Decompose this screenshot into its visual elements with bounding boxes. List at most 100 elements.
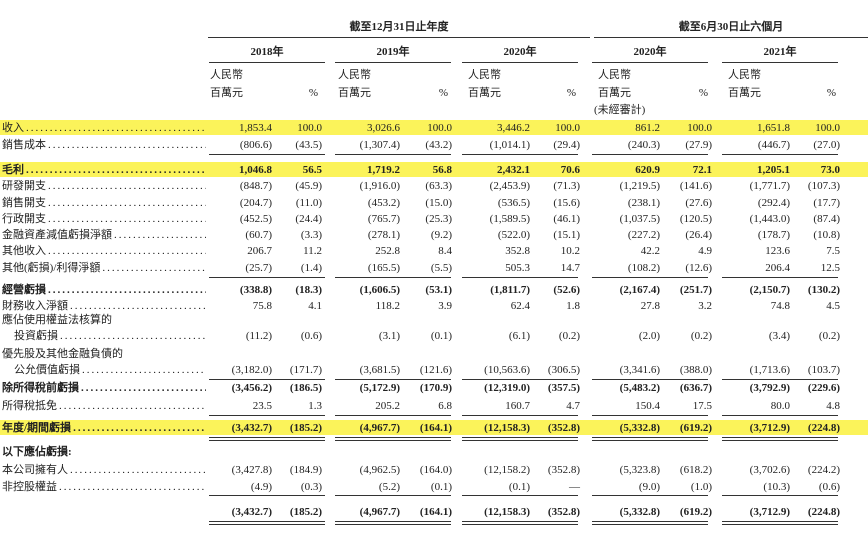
currency-label: 百萬元 bbox=[210, 87, 243, 99]
leader-dots bbox=[102, 261, 206, 275]
percent-value: (43.5) bbox=[295, 139, 322, 151]
group-header: 截至6月30日止六個月 bbox=[678, 21, 784, 33]
percent-value: 14.7 bbox=[560, 262, 580, 274]
percent-value: (352.8) bbox=[547, 506, 580, 518]
amount-value: (4,967.7) bbox=[359, 422, 400, 434]
percent-value: 100.0 bbox=[297, 122, 322, 134]
rule bbox=[462, 437, 578, 438]
percent-value: — bbox=[569, 481, 580, 493]
rule bbox=[209, 62, 325, 63]
percent-value: (63.3) bbox=[425, 180, 452, 192]
percent-value: (130.2) bbox=[807, 284, 840, 296]
amount-value: (1,713.6) bbox=[749, 364, 790, 376]
rule bbox=[722, 437, 838, 438]
percent-value: 56.5 bbox=[302, 164, 322, 176]
percent-value: (224.8) bbox=[807, 506, 840, 518]
leader-dots bbox=[48, 138, 206, 152]
rule bbox=[592, 495, 708, 496]
amount-value: (3.4) bbox=[768, 330, 790, 342]
amount-value: (3,712.9) bbox=[749, 422, 790, 434]
amount-value: (522.0) bbox=[497, 229, 530, 241]
amount-value: (1,589.5) bbox=[489, 213, 530, 225]
leader-dots bbox=[48, 244, 206, 258]
amount-value: (227.2) bbox=[627, 229, 660, 241]
leader-dots bbox=[82, 363, 206, 377]
amount-value: 2,432.1 bbox=[497, 164, 530, 176]
rule bbox=[592, 437, 708, 438]
amount-value: (5,172.9) bbox=[359, 382, 400, 394]
percent-value: (0.2) bbox=[558, 330, 580, 342]
percent-value: (0.1) bbox=[430, 330, 452, 342]
percent-value: (306.5) bbox=[547, 364, 580, 376]
percent-value: 10.2 bbox=[560, 245, 580, 257]
amount-value: 160.7 bbox=[505, 400, 530, 412]
rule bbox=[462, 154, 578, 155]
percent-value: 4.5 bbox=[826, 300, 840, 312]
percent-value: (12.6) bbox=[685, 262, 712, 274]
rule bbox=[722, 277, 838, 278]
percent-value: (618.2) bbox=[679, 464, 712, 476]
label-text: 所得稅抵免 bbox=[2, 400, 57, 412]
highlight bbox=[0, 420, 868, 435]
rule bbox=[722, 521, 838, 522]
rule bbox=[462, 524, 578, 525]
currency-label: 百萬元 bbox=[598, 87, 631, 99]
percent-value: (141.6) bbox=[679, 180, 712, 192]
amount-value: (12,158.2) bbox=[484, 464, 530, 476]
percent-value: (185.2) bbox=[289, 422, 322, 434]
rule bbox=[722, 154, 838, 155]
row-label: 金融資產減值虧損淨額 bbox=[2, 228, 206, 242]
amount-value: (108.2) bbox=[627, 262, 660, 274]
percent-value: 3.2 bbox=[698, 300, 712, 312]
percent-value: (87.4) bbox=[813, 213, 840, 225]
label-text: 研發開支 bbox=[2, 180, 46, 192]
rule bbox=[209, 521, 325, 522]
leader-dots bbox=[48, 179, 206, 193]
percent-value: 72.1 bbox=[692, 164, 712, 176]
amount-value: (453.2) bbox=[367, 197, 400, 209]
rule bbox=[594, 37, 868, 38]
currency-label: 百萬元 bbox=[728, 87, 761, 99]
rule bbox=[722, 524, 838, 525]
rule bbox=[209, 277, 325, 278]
percent-value: (29.4) bbox=[553, 139, 580, 151]
row-label: 優先股及其他金融負債的 bbox=[2, 347, 206, 361]
percent-value: (0.1) bbox=[430, 481, 452, 493]
percent-value: 100.0 bbox=[427, 122, 452, 134]
rule bbox=[209, 440, 325, 441]
row-label: 其他(虧損)/利得淨額 bbox=[2, 261, 206, 275]
row-label: 經營虧損 bbox=[2, 283, 206, 297]
percent-value: (0.2) bbox=[690, 330, 712, 342]
percent-value: (0.6) bbox=[818, 481, 840, 493]
currency-label: 人民幣 bbox=[598, 69, 631, 81]
amount-value: 1,205.1 bbox=[757, 164, 790, 176]
percent-value: (352.8) bbox=[547, 464, 580, 476]
row-label: 毛利 bbox=[2, 163, 206, 177]
amount-value: (292.4) bbox=[757, 197, 790, 209]
percent-value: 1.8 bbox=[566, 300, 580, 312]
amount-value: 123.6 bbox=[765, 245, 790, 257]
percent-value: 7.5 bbox=[826, 245, 840, 257]
label-text: 除所得稅前虧損 bbox=[2, 382, 79, 394]
percent-value: (121.6) bbox=[419, 364, 452, 376]
label-text: 本公司擁有人 bbox=[2, 464, 68, 476]
percent-value: (24.4) bbox=[295, 213, 322, 225]
label-text: 年度/期間虧損 bbox=[2, 422, 72, 434]
rule bbox=[462, 521, 578, 522]
leader-dots bbox=[48, 196, 206, 210]
amount-value: (3,432.7) bbox=[231, 506, 272, 518]
amount-value: (3,432.7) bbox=[231, 422, 272, 434]
amount-value: 75.8 bbox=[252, 300, 272, 312]
rule bbox=[209, 154, 325, 155]
amount-value: 252.8 bbox=[375, 245, 400, 257]
amount-value: 80.0 bbox=[770, 400, 790, 412]
amount-value: 150.4 bbox=[635, 400, 660, 412]
percent-value: 17.5 bbox=[692, 400, 712, 412]
amount-value: (10,563.6) bbox=[484, 364, 530, 376]
percent-value: (164.1) bbox=[419, 506, 452, 518]
amount-value: (2,453.9) bbox=[489, 180, 530, 192]
unaudited-note: (未經審計) bbox=[594, 104, 646, 116]
percent-value: (26.4) bbox=[685, 229, 712, 241]
rule bbox=[209, 495, 325, 496]
label-text: 金融資產減值虧損淨額 bbox=[2, 229, 112, 241]
